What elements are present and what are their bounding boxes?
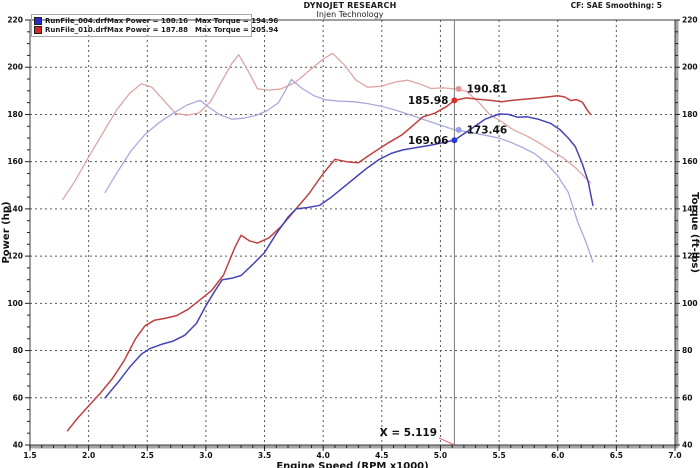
torque-curve-runfile_004	[104, 78, 594, 263]
legend-row-runfile-010: RunFile_010.drf Max Power = 187.88 Max T…	[34, 25, 278, 34]
frame	[29, 19, 679, 449]
brand-title: DYNOJET RESEARCH	[303, 1, 397, 10]
torque-curve-runfile_010	[62, 52, 592, 201]
svg-text:4.0: 4.0	[317, 451, 330, 460]
svg-text:120: 120	[682, 252, 698, 261]
svg-text:200: 200	[7, 63, 23, 72]
svg-text:5.5: 5.5	[492, 451, 505, 460]
axis-titles: Engine Speed (RPM x1000) Power (hp) Torque…	[1, 192, 700, 468]
correction-smoothing-label: CF: SAE Smoothing: 5	[570, 1, 662, 10]
svg-text:3.5: 3.5	[258, 451, 271, 460]
runfile-010-max-power: Max Power = 187.88	[107, 25, 188, 34]
svg-text:2.0: 2.0	[82, 451, 95, 460]
svg-text:40: 40	[13, 441, 23, 450]
svg-text:80: 80	[13, 346, 23, 355]
axis-tick-labels: 1.5 2.0 2.5 3.0 3.5 4.0 4.5 5.0 5.5 6.0 6.5 7.0 220 2…	[7, 16, 697, 461]
svg-text:80: 80	[682, 346, 692, 355]
svg-text:140: 140	[7, 204, 23, 213]
svg-text:60: 60	[13, 393, 23, 402]
svg-text:4.5: 4.5	[375, 451, 388, 460]
cursor-readout: X = 5.119	[380, 427, 454, 445]
header: DYNOJET RESEARCH Injen Technology	[0, 1, 700, 19]
svg-text:160: 160	[682, 157, 698, 166]
left-axis-title: Power (hp)	[1, 201, 12, 263]
runfile-004-name: RunFile_004.drf	[45, 16, 107, 25]
grid	[30, 20, 675, 445]
svg-text:200: 200	[682, 63, 698, 72]
cursor-value-185.98: 185.98	[408, 95, 449, 107]
cursor-x-label: X = 5.119	[380, 427, 437, 439]
svg-text:100: 100	[7, 299, 23, 308]
cursor-value-169.06: 169.06	[408, 135, 449, 147]
legend-row-runfile-004: RunFile_004.drf Max Power = 180.16 Max T…	[34, 16, 278, 25]
cursor-dot-185.98	[451, 97, 458, 104]
svg-text:2.5: 2.5	[141, 451, 154, 460]
svg-text:100: 100	[682, 299, 698, 308]
svg-text:220: 220	[7, 16, 23, 25]
runfile-004-max-power: Max Power = 180.16	[107, 16, 188, 25]
svg-text:220: 220	[682, 16, 698, 25]
cursor-value-190.81: 190.81	[467, 83, 508, 95]
legend: RunFile_004.drf Max Power = 180.16 Max T…	[31, 14, 278, 37]
svg-text:180: 180	[7, 110, 23, 119]
runfile-010-color-swatch	[34, 25, 42, 34]
svg-text:120: 120	[7, 252, 23, 261]
svg-text:5.0: 5.0	[434, 451, 447, 460]
svg-text:6.0: 6.0	[551, 451, 564, 460]
svg-text:6.5: 6.5	[610, 451, 623, 460]
runfile-010-max-torque: Max Torque = 205.94	[195, 25, 279, 34]
cursor-pointer-line	[438, 437, 454, 445]
curves	[62, 52, 594, 432]
shop-subtitle: Injen Technology	[316, 10, 384, 19]
cursor-value-173.46: 173.46	[467, 124, 508, 136]
runfile-010-name: RunFile_010.drf	[45, 25, 107, 34]
power-curve-runfile_004	[104, 113, 594, 399]
svg-text:3.0: 3.0	[199, 451, 212, 460]
right-axis-title: Torque (ft-lbs)	[689, 192, 700, 273]
x-axis-title: Engine Speed (RPM x1000)	[276, 461, 428, 468]
svg-text:140: 140	[682, 204, 698, 213]
svg-text:7.0: 7.0	[668, 451, 681, 460]
runfile-004-color-swatch	[34, 16, 42, 25]
svg-text:60: 60	[682, 393, 692, 402]
svg-text:1.5: 1.5	[23, 451, 36, 460]
axis-ticks	[25, 19, 680, 451]
svg-text:160: 160	[7, 157, 23, 166]
cursor-dot-169.06	[451, 137, 458, 144]
power-curve-runfile_010	[66, 95, 592, 432]
cursor-dot-173.46	[455, 126, 462, 133]
svg-text:40: 40	[682, 441, 692, 450]
runfile-004-max-torque: Max Torque = 194.96	[195, 16, 279, 25]
svg-text:180: 180	[682, 110, 698, 119]
cursor-dot-190.81	[455, 85, 462, 92]
cursor-value-markers: 185.98 190.81 169.06 173.46	[408, 83, 507, 146]
